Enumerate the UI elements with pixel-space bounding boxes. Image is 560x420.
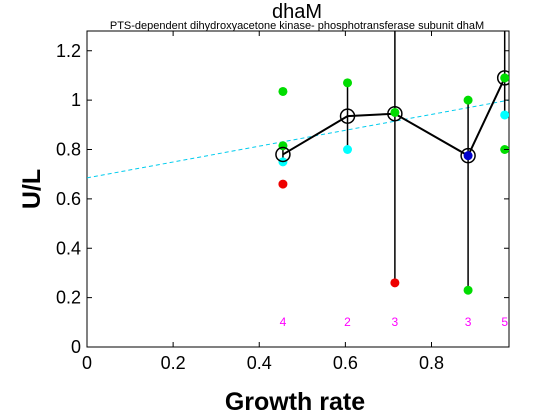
fit-line bbox=[87, 99, 509, 179]
mean-point bbox=[339, 108, 356, 124]
count-label: 5 bbox=[501, 315, 508, 329]
count-label: 3 bbox=[392, 315, 399, 329]
replicate-point bbox=[463, 285, 473, 295]
replicate-point bbox=[343, 145, 353, 154]
mean-point bbox=[275, 146, 291, 163]
replicate-point bbox=[390, 278, 400, 288]
mean-point bbox=[496, 70, 509, 86]
y-tick-label: 1 bbox=[71, 90, 81, 110]
x-tick-label: 0.4 bbox=[247, 353, 272, 373]
mean-point bbox=[460, 147, 476, 164]
y-tick-label: 0.2 bbox=[56, 288, 81, 308]
replicate-point bbox=[463, 95, 473, 105]
y-tick-label: 0 bbox=[71, 337, 81, 357]
y-tick-label: 0.4 bbox=[56, 238, 81, 258]
x-tick-label: 0 bbox=[82, 353, 92, 373]
replicate-point bbox=[343, 78, 353, 88]
plot-marks: 4 2 3 3 5 bbox=[87, 31, 509, 329]
count-label: 4 bbox=[280, 315, 287, 329]
y-tick-label: 0.6 bbox=[56, 189, 81, 209]
plot-area-border bbox=[86, 30, 510, 348]
replicate-point bbox=[390, 107, 400, 117]
x-tick-label: 0.8 bbox=[419, 353, 444, 373]
replicate-point bbox=[500, 73, 509, 83]
mean-point bbox=[387, 105, 403, 122]
y-axis-label: U/L bbox=[18, 169, 46, 209]
y-tick-label: 1.2 bbox=[56, 41, 81, 61]
replicate-point bbox=[278, 179, 288, 189]
y-tick-label: 0.8 bbox=[56, 140, 81, 160]
chart-title: dhaM bbox=[272, 1, 322, 23]
x-tick-label: 0.2 bbox=[161, 353, 186, 373]
count-label: 3 bbox=[465, 315, 472, 329]
chart-subtitle: PTS-dependent dihydroxyacetone kinase- p… bbox=[110, 20, 484, 32]
replicate-point bbox=[463, 151, 473, 161]
replicate-point bbox=[278, 86, 288, 96]
x-axis-label: Growth rate bbox=[225, 388, 365, 416]
x-tick-label: 0.6 bbox=[333, 353, 358, 373]
replicate-point bbox=[500, 110, 509, 120]
count-label: 2 bbox=[344, 315, 351, 329]
